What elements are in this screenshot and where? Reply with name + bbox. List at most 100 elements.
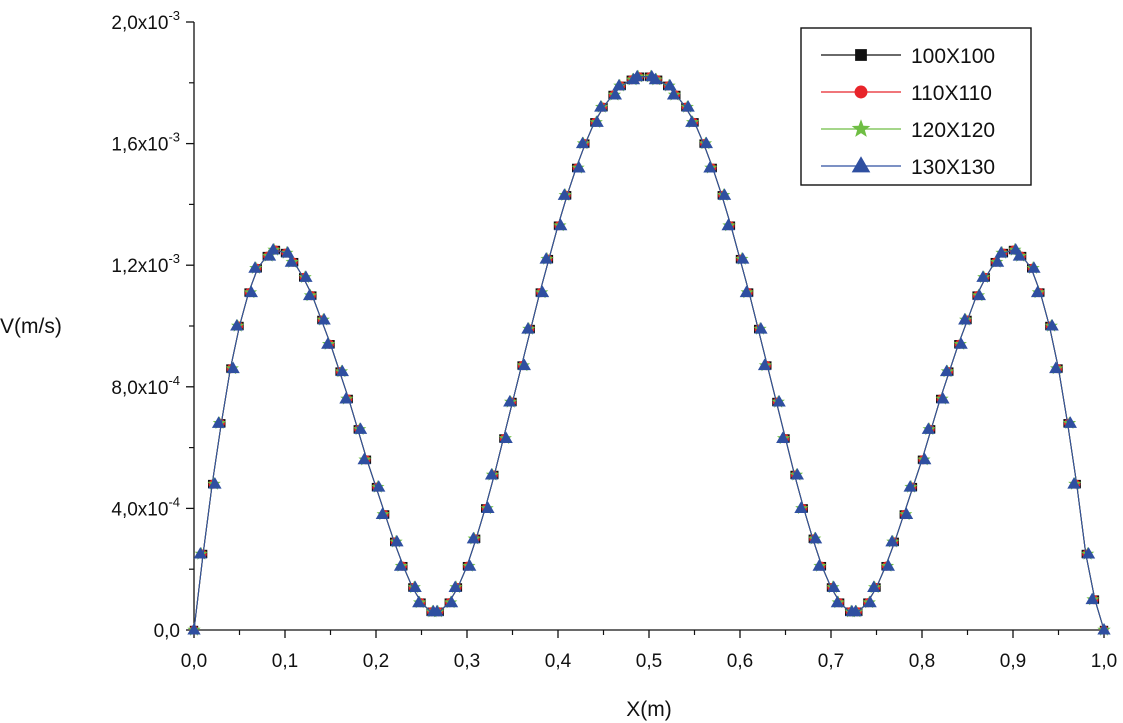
y-tick-label: 4,0x10-4 <box>111 494 180 520</box>
data-point-triangle <box>1030 285 1045 298</box>
data-point-triangle <box>899 507 914 520</box>
data-point-triangle <box>299 270 313 282</box>
legend-entry: 130X130 <box>821 156 995 179</box>
x-tick-label: 1,0 <box>1091 651 1117 672</box>
y-tick-label: 0,0 <box>154 621 180 642</box>
data-point-circle <box>854 85 868 99</box>
data-point-triangle <box>717 188 732 200</box>
data-point-triangle <box>990 255 1005 267</box>
data-point-triangle <box>412 595 426 608</box>
x-tick-label: 0,6 <box>727 651 753 672</box>
data-point-triangle <box>1085 592 1099 605</box>
x-tick-label: 0,8 <box>909 651 935 672</box>
data-point-triangle <box>208 477 222 489</box>
data-point-triangle <box>353 422 368 434</box>
y-tick-label: 8,0x10-4 <box>111 373 180 399</box>
data-point-triangle <box>936 391 950 404</box>
data-point-triangle <box>794 501 808 513</box>
data-point-triangle <box>972 288 986 301</box>
data-point-triangle <box>1081 547 1096 559</box>
data-point-triangle <box>539 252 553 264</box>
data-point-triangle <box>517 358 531 371</box>
data-point-triangle <box>939 364 954 377</box>
legend-label: 100X100 <box>911 45 995 68</box>
x-axis-ticks: 0,0 0,1 0,2 0,3 0,4 0,5 0,6 0,7 0,8 0,9 1,0 <box>181 630 1117 672</box>
data-point-triangle <box>590 115 604 127</box>
legend-label: 110X110 <box>911 82 992 105</box>
data-point-triangle <box>630 69 644 82</box>
legend-label: 120X120 <box>911 119 995 142</box>
data-point-triangle <box>262 249 277 261</box>
legend-entry: 100X100 <box>821 45 995 68</box>
data-point-triangle <box>1063 416 1077 428</box>
x-tick-label: 0,7 <box>818 651 844 672</box>
data-point-triangle <box>302 288 317 301</box>
data-point-triangle <box>703 160 717 173</box>
data-point-triangle <box>666 87 681 100</box>
legend-entry: 110X110 <box>821 82 992 105</box>
data-point-triangle <box>572 160 586 173</box>
data-point-triangle <box>648 72 663 85</box>
legend: 100X100 110X110 120X120 130X130 <box>800 27 1032 186</box>
data-point-triangle <box>448 580 462 592</box>
data-point-triangle <box>1097 623 1111 635</box>
data-point-triangle <box>776 431 790 444</box>
data-point-triangle <box>699 136 713 149</box>
data-point-triangle <box>721 218 735 231</box>
data-point-triangle <box>739 285 754 298</box>
data-point-triangle <box>521 322 535 334</box>
data-point-triangle <box>608 87 622 100</box>
data-point-triangle <box>557 188 572 200</box>
data-point-triangle <box>393 559 408 571</box>
data-point-triangle <box>503 395 517 407</box>
data-point-triangle <box>1067 477 1081 489</box>
y-axis-ticks: 0,0 4,0x10-4 8,0x10-4 1,2x10-3 1,6x10-3 2,0x1… <box>111 8 194 642</box>
legend-box <box>800 27 1032 186</box>
data-point-triangle <box>1012 249 1027 261</box>
data-point-triangle <box>444 595 459 608</box>
data-point-triangle <box>1045 319 1059 331</box>
y-axis-label: V(m/s) <box>0 315 62 338</box>
y-tick-label: 2,0x10-3 <box>111 8 180 34</box>
data-point-triangle <box>266 243 280 255</box>
data-point-triangle <box>757 358 772 371</box>
series-130X130 <box>187 69 1111 635</box>
data-point-triangle <box>1027 261 1041 273</box>
data-point-triangle <box>284 255 299 267</box>
data-point-triangle <box>481 501 495 513</box>
data-point-triangle <box>575 136 590 149</box>
data-point-triangle <box>535 285 550 298</box>
x-axis-label: X(m) <box>626 698 672 721</box>
data-point-triangle <box>390 534 404 547</box>
data-point-triangle <box>885 534 899 547</box>
data-point-triangle <box>994 246 1008 258</box>
y-tick-label: 1,6x10-3 <box>111 130 180 156</box>
data-point-triangle <box>430 604 444 617</box>
data-point-triangle <box>685 115 699 127</box>
data-point-triangle <box>808 531 823 544</box>
data-point-triangle <box>357 452 371 465</box>
data-point-triangle <box>466 531 481 544</box>
x-tick-label: 0,1 <box>272 651 298 672</box>
data-point-triangle <box>867 580 881 592</box>
data-point-triangle <box>317 312 331 325</box>
data-point-triangle <box>281 246 295 258</box>
data-point-star <box>851 119 871 137</box>
data-point-triangle <box>681 100 695 112</box>
series-layer <box>187 69 1111 636</box>
data-point-triangle <box>827 580 841 592</box>
data-point-triangle <box>958 312 972 325</box>
data-point-triangle <box>848 604 863 617</box>
data-point-triangle <box>499 431 513 444</box>
data-point-triangle <box>372 480 386 492</box>
data-point-triangle <box>830 595 845 608</box>
data-point-triangle <box>881 559 895 571</box>
data-point-triangle <box>754 322 768 334</box>
data-point-triangle <box>339 391 353 404</box>
data-point-triangle <box>851 156 871 173</box>
data-point-triangle <box>790 467 804 480</box>
data-point-square <box>855 49 867 61</box>
data-point-triangle <box>211 416 226 428</box>
x-tick-label: 0,3 <box>454 651 480 672</box>
